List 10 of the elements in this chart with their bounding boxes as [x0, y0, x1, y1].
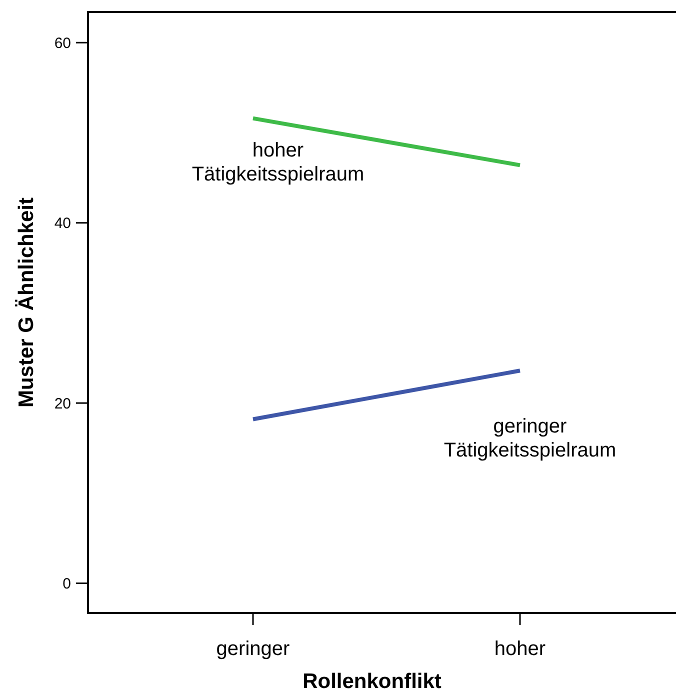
y-tick-label: 60 [54, 34, 71, 52]
y-tick-label: 0 [62, 576, 71, 593]
x-tick-label: geringer [216, 638, 290, 660]
series-label: hoher Tätigkeitsspielraum [192, 139, 364, 186]
y-tick-label: 40 [54, 215, 71, 232]
y-axis-title: Muster G Ähnlichkeit [15, 197, 38, 408]
series-label: geringer Tätigkeitsspielraum [444, 416, 616, 462]
y-tick-label: 20 [54, 395, 71, 412]
x-tick-label: hoher [494, 638, 546, 660]
x-axis-title: Rollenkonflikt [302, 670, 442, 693]
